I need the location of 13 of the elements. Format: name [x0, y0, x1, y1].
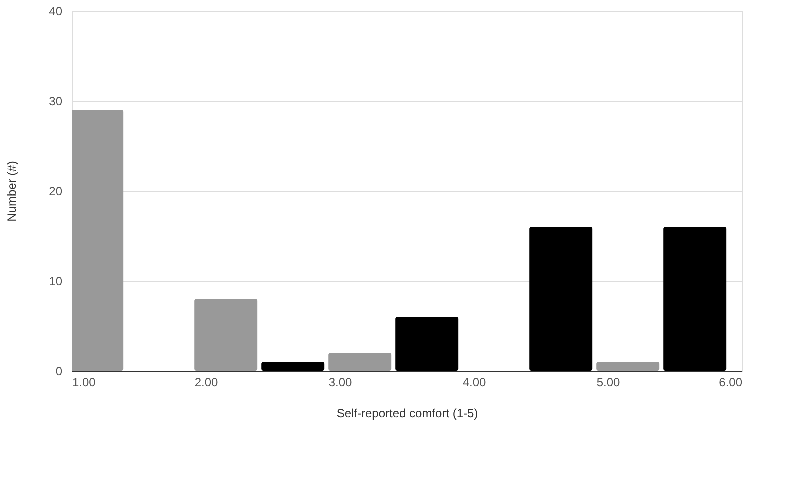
y-axis-title: Number (#): [5, 161, 20, 222]
y-tick-label: 40: [49, 4, 63, 18]
x-tick-label: 4.00: [462, 376, 486, 390]
x-tick-label: 3.00: [328, 376, 352, 390]
y-tick-label: 20: [49, 184, 63, 198]
y-tick-label: 10: [49, 274, 63, 288]
y-tick-label: 30: [49, 94, 63, 108]
y-tick-label: 0: [56, 364, 63, 378]
x-axis-title: Self-reported comfort (1-5): [336, 406, 478, 420]
x-tick-label: 5.00: [596, 376, 620, 390]
x-tick-label: 1.00: [72, 376, 96, 390]
x-tick-label: 6.00: [719, 376, 743, 390]
x-tick-label: 2.00: [194, 376, 218, 390]
